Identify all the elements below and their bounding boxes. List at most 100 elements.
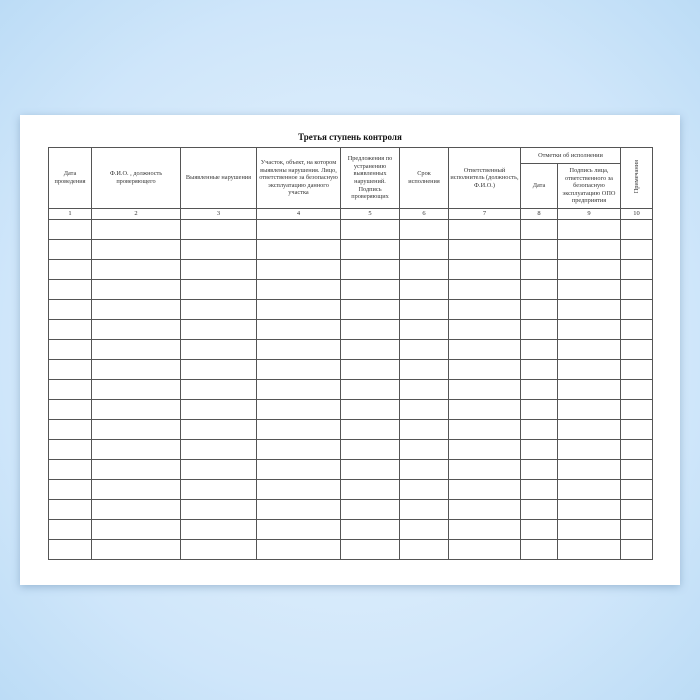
table-cell[interactable]	[48, 279, 92, 300]
table-cell[interactable]	[340, 439, 400, 460]
table-cell[interactable]	[399, 379, 449, 400]
table-cell[interactable]	[620, 259, 653, 280]
table-cell[interactable]	[256, 299, 341, 320]
table-cell[interactable]	[340, 539, 400, 560]
table-cell[interactable]	[557, 299, 621, 320]
table-cell[interactable]	[520, 339, 558, 360]
table-cell[interactable]	[91, 479, 181, 500]
table-cell[interactable]	[448, 539, 521, 560]
table-cell[interactable]	[399, 319, 449, 340]
table-cell[interactable]	[620, 519, 653, 540]
table-cell[interactable]	[520, 459, 558, 480]
table-cell[interactable]	[399, 479, 449, 500]
table-cell[interactable]	[557, 359, 621, 380]
table-cell[interactable]	[340, 499, 400, 520]
table-cell[interactable]	[448, 319, 521, 340]
table-cell[interactable]	[520, 259, 558, 280]
table-cell[interactable]	[557, 219, 621, 240]
table-cell[interactable]	[557, 399, 621, 420]
table-cell[interactable]	[520, 239, 558, 260]
table-cell[interactable]	[256, 339, 341, 360]
table-cell[interactable]	[91, 439, 181, 460]
table-cell[interactable]	[180, 339, 257, 360]
table-cell[interactable]	[557, 499, 621, 520]
table-cell[interactable]	[399, 539, 449, 560]
table-cell[interactable]	[180, 259, 257, 280]
table-cell[interactable]	[557, 279, 621, 300]
table-cell[interactable]	[399, 419, 449, 440]
table-cell[interactable]	[340, 419, 400, 440]
table-cell[interactable]	[340, 379, 400, 400]
table-cell[interactable]	[448, 399, 521, 420]
table-cell[interactable]	[256, 479, 341, 500]
table-cell[interactable]	[557, 239, 621, 260]
table-cell[interactable]	[91, 459, 181, 480]
table-cell[interactable]	[340, 259, 400, 280]
table-cell[interactable]	[180, 479, 257, 500]
table-cell[interactable]	[340, 219, 400, 240]
table-cell[interactable]	[557, 419, 621, 440]
table-cell[interactable]	[557, 259, 621, 280]
table-cell[interactable]	[91, 319, 181, 340]
table-cell[interactable]	[48, 459, 92, 480]
table-cell[interactable]	[620, 219, 653, 240]
table-cell[interactable]	[557, 319, 621, 340]
table-cell[interactable]	[520, 519, 558, 540]
table-cell[interactable]	[620, 439, 653, 460]
table-cell[interactable]	[91, 299, 181, 320]
table-cell[interactable]	[256, 459, 341, 480]
table-cell[interactable]	[180, 219, 257, 240]
table-cell[interactable]	[91, 259, 181, 280]
table-cell[interactable]	[256, 259, 341, 280]
table-cell[interactable]	[180, 539, 257, 560]
table-cell[interactable]	[256, 439, 341, 460]
table-cell[interactable]	[399, 299, 449, 320]
table-cell[interactable]	[256, 379, 341, 400]
table-cell[interactable]	[520, 439, 558, 460]
table-cell[interactable]	[448, 219, 521, 240]
table-cell[interactable]	[256, 539, 341, 560]
table-cell[interactable]	[557, 479, 621, 500]
table-cell[interactable]	[256, 239, 341, 260]
table-cell[interactable]	[48, 379, 92, 400]
table-cell[interactable]	[520, 319, 558, 340]
table-cell[interactable]	[91, 239, 181, 260]
table-cell[interactable]	[48, 499, 92, 520]
table-cell[interactable]	[256, 319, 341, 340]
table-cell[interactable]	[557, 459, 621, 480]
table-cell[interactable]	[256, 399, 341, 420]
table-cell[interactable]	[340, 519, 400, 540]
table-cell[interactable]	[91, 499, 181, 520]
table-cell[interactable]	[180, 319, 257, 340]
table-cell[interactable]	[48, 219, 92, 240]
table-cell[interactable]	[256, 519, 341, 540]
table-cell[interactable]	[620, 359, 653, 380]
table-cell[interactable]	[448, 299, 521, 320]
table-cell[interactable]	[256, 419, 341, 440]
table-cell[interactable]	[399, 279, 449, 300]
table-cell[interactable]	[340, 319, 400, 340]
table-cell[interactable]	[620, 539, 653, 560]
table-cell[interactable]	[91, 279, 181, 300]
table-cell[interactable]	[340, 239, 400, 260]
table-cell[interactable]	[620, 499, 653, 520]
table-cell[interactable]	[448, 259, 521, 280]
table-cell[interactable]	[448, 499, 521, 520]
table-cell[interactable]	[91, 399, 181, 420]
table-cell[interactable]	[399, 499, 449, 520]
table-cell[interactable]	[180, 279, 257, 300]
table-cell[interactable]	[48, 539, 92, 560]
table-cell[interactable]	[91, 219, 181, 240]
table-cell[interactable]	[557, 519, 621, 540]
table-cell[interactable]	[48, 319, 92, 340]
table-cell[interactable]	[340, 279, 400, 300]
table-cell[interactable]	[180, 359, 257, 380]
table-cell[interactable]	[180, 399, 257, 420]
table-cell[interactable]	[520, 219, 558, 240]
table-cell[interactable]	[48, 299, 92, 320]
table-cell[interactable]	[520, 399, 558, 420]
table-cell[interactable]	[48, 259, 92, 280]
table-cell[interactable]	[180, 439, 257, 460]
table-cell[interactable]	[520, 299, 558, 320]
table-cell[interactable]	[256, 359, 341, 380]
